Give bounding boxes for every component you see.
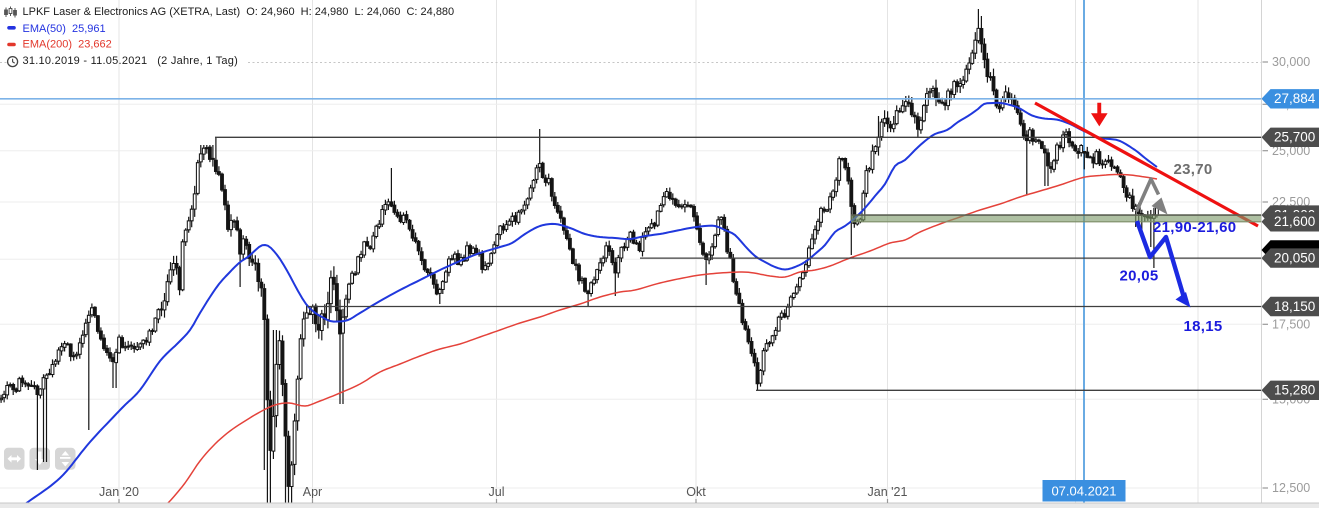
svg-text:15,280: 15,280: [1274, 383, 1315, 398]
svg-text:18,150: 18,150: [1274, 299, 1315, 314]
svg-text:Jan '20: Jan '20: [99, 485, 139, 499]
svg-text:25,700: 25,700: [1274, 130, 1315, 145]
svg-text:Apr: Apr: [303, 485, 322, 499]
svg-text:30,000: 30,000: [1272, 55, 1310, 69]
svg-text:Jan '21: Jan '21: [868, 485, 908, 499]
svg-text:Okt: Okt: [686, 485, 706, 499]
svg-text:EMA(50) 25,961: EMA(50) 25,961: [23, 23, 106, 35]
svg-text:EMA(200) 23,662: EMA(200) 23,662: [23, 39, 112, 51]
svg-text:12,500: 12,500: [1272, 481, 1310, 495]
svg-text:18,15: 18,15: [1184, 318, 1223, 335]
svg-text:Jul: Jul: [489, 485, 505, 499]
svg-text:20,05: 20,05: [1120, 268, 1159, 285]
svg-text:31.10.2019 - 11.05.2021 (2 J: 31.10.2019 - 11.05.2021 (2 Jahre, 1 Tag): [23, 55, 239, 67]
svg-text:25,000: 25,000: [1272, 144, 1310, 158]
svg-text:17,500: 17,500: [1272, 318, 1310, 332]
svg-text:07.04.2021: 07.04.2021: [1051, 484, 1116, 499]
svg-text:21,90-21,60: 21,90-21,60: [1153, 219, 1236, 236]
svg-text:23,70: 23,70: [1174, 161, 1213, 178]
svg-text:LPKF Laser & Electronics AG (X: LPKF Laser & Electronics AG (XETRA, Last…: [23, 6, 455, 18]
svg-text:20,050: 20,050: [1274, 251, 1315, 266]
svg-text:27,884: 27,884: [1274, 91, 1316, 106]
svg-text:21,600: 21,600: [1274, 214, 1315, 229]
